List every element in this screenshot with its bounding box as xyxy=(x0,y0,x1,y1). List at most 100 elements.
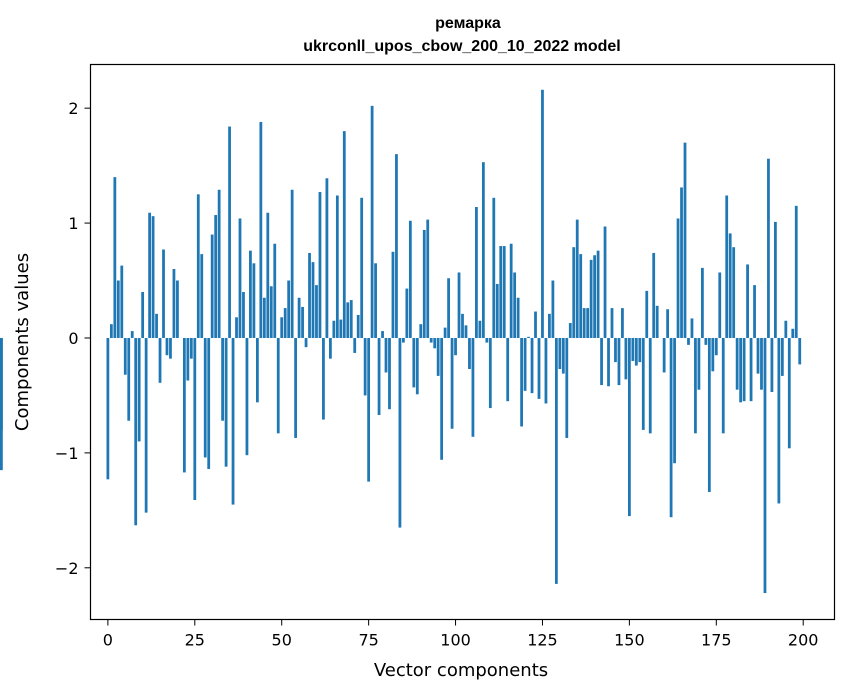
bar-57 xyxy=(304,337,308,348)
x-tick-label: 175 xyxy=(701,631,732,650)
bar-85 xyxy=(402,337,405,343)
y-axis-ticks: −2 −1 0 1 2 xyxy=(55,99,91,578)
bar-104 xyxy=(468,337,471,369)
bar-118 xyxy=(516,297,520,338)
bar-89 xyxy=(415,337,419,395)
bar-167 xyxy=(687,337,690,345)
bar-39 xyxy=(242,292,245,338)
bar-177 xyxy=(721,337,725,434)
chart-title: ремарка xyxy=(435,15,501,32)
bar-158 xyxy=(655,305,659,338)
x-tick-label: 100 xyxy=(440,631,471,650)
bar-18 xyxy=(169,337,172,359)
bar-5 xyxy=(123,337,127,375)
bar-153 xyxy=(638,337,642,363)
bar-1 xyxy=(109,324,113,338)
x-tick-label: 50 xyxy=(272,631,292,650)
bar-74 xyxy=(363,337,367,396)
bar-179 xyxy=(728,233,732,338)
bar-94 xyxy=(433,337,437,349)
bar-168 xyxy=(690,318,694,338)
bar-10 xyxy=(141,292,145,338)
bar-95 xyxy=(436,337,440,376)
bar-2 xyxy=(113,177,117,338)
bar-192 xyxy=(774,221,777,338)
bar-76 xyxy=(370,105,374,338)
bar-90 xyxy=(419,324,423,338)
bar-139 xyxy=(589,259,593,338)
bar-75 xyxy=(367,337,371,482)
bar-135 xyxy=(575,219,579,338)
bar-9 xyxy=(137,337,141,442)
bar-194 xyxy=(780,337,784,376)
bar-35 xyxy=(228,126,231,338)
bar-96 xyxy=(440,337,444,460)
bar-146 xyxy=(614,337,617,363)
bar-87 xyxy=(408,220,412,338)
x-tick-label: 125 xyxy=(527,631,558,650)
bar-63 xyxy=(325,178,329,338)
bar-29 xyxy=(207,337,211,469)
bar-128 xyxy=(551,280,555,338)
bar-114 xyxy=(502,246,506,338)
bar-48 xyxy=(273,243,277,338)
bar-115 xyxy=(506,337,510,402)
bar-129 xyxy=(554,337,558,584)
bar-122 xyxy=(530,337,534,394)
bar-125 xyxy=(541,89,544,338)
bar-69 xyxy=(346,302,350,338)
bar-100 xyxy=(454,337,457,356)
bar-6 xyxy=(127,337,131,421)
bar-67 xyxy=(339,319,343,338)
bar-103 xyxy=(464,325,468,338)
bar-171 xyxy=(701,267,704,338)
bar-13 xyxy=(151,216,155,338)
bar-160 xyxy=(662,337,666,373)
bar-22 xyxy=(182,337,186,473)
bar-184 xyxy=(746,264,749,338)
bar-41 xyxy=(249,250,252,338)
bar-70 xyxy=(349,300,353,338)
bar-32 xyxy=(217,189,221,338)
bar-86 xyxy=(405,288,409,338)
bar-157 xyxy=(652,252,656,338)
bar-109 xyxy=(485,337,489,343)
bar-174 xyxy=(711,337,715,372)
bar-173 xyxy=(707,337,711,492)
bar-15 xyxy=(158,337,162,383)
bar-149 xyxy=(624,337,628,380)
bar-136 xyxy=(579,254,583,338)
bar-50 xyxy=(280,317,284,338)
bar-28 xyxy=(203,337,207,458)
bar-43 xyxy=(255,337,259,403)
x-tick-label: 0 xyxy=(103,631,113,650)
bar-189 xyxy=(763,337,767,594)
bar-156 xyxy=(648,337,652,434)
x-tick-label: 75 xyxy=(358,631,378,650)
bar-83 xyxy=(395,154,398,338)
bar-97 xyxy=(443,327,447,338)
bar-58 xyxy=(308,252,311,338)
bar-56 xyxy=(301,306,304,338)
bar-161 xyxy=(666,309,670,338)
bar-195 xyxy=(784,320,788,338)
bar-80 xyxy=(384,337,388,373)
bar-23 xyxy=(186,337,190,381)
bar-101 xyxy=(457,272,461,338)
bar-11 xyxy=(144,337,148,513)
bar-163 xyxy=(673,337,676,464)
bar-93 xyxy=(429,337,433,343)
x-axis-ticks: 0 25 50 75 100 125 150 175 200 xyxy=(103,619,818,650)
bar-120 xyxy=(523,337,527,391)
bar-92 xyxy=(426,219,430,338)
bar-138 xyxy=(586,308,590,338)
bar-187 xyxy=(756,337,760,374)
bar-64 xyxy=(329,337,332,359)
bar-145 xyxy=(610,308,614,338)
bar-98 xyxy=(447,278,450,338)
bar-66 xyxy=(335,195,339,338)
bar-46 xyxy=(266,212,270,338)
bar-0 xyxy=(106,337,110,480)
bar-191 xyxy=(770,337,774,392)
bar-107 xyxy=(478,320,482,338)
